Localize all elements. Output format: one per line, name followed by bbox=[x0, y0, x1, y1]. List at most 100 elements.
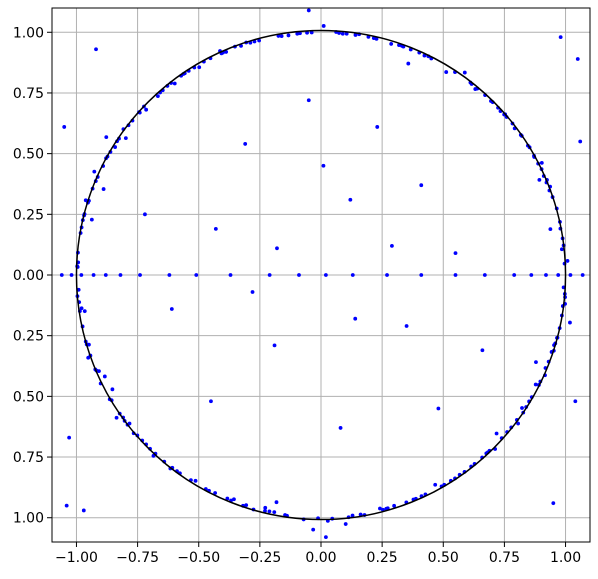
data-point bbox=[453, 251, 458, 256]
x-tick-label: 0.75 bbox=[489, 550, 520, 566]
x-tick-label: 0.25 bbox=[367, 550, 398, 566]
data-point bbox=[565, 259, 570, 263]
x-tick-label: 1.00 bbox=[550, 550, 581, 566]
data-point bbox=[406, 61, 411, 66]
y-tick-label: 0.25 bbox=[13, 207, 44, 223]
data-point bbox=[295, 31, 300, 36]
data-point bbox=[113, 145, 117, 149]
data-point bbox=[172, 81, 177, 86]
scatter-points bbox=[59, 8, 585, 540]
data-point bbox=[91, 273, 96, 277]
data-point bbox=[534, 360, 538, 365]
data-point bbox=[537, 177, 542, 182]
data-point bbox=[568, 320, 572, 325]
data-point bbox=[92, 169, 97, 174]
data-point bbox=[353, 33, 358, 37]
data-point bbox=[79, 306, 84, 311]
data-point bbox=[385, 273, 389, 277]
data-point bbox=[67, 435, 72, 440]
data-point bbox=[103, 273, 108, 277]
data-point bbox=[392, 503, 397, 508]
data-point bbox=[533, 382, 538, 387]
y-tick-label: 0.25 bbox=[13, 329, 44, 345]
data-point bbox=[558, 35, 563, 40]
x-tick-label: −0.50 bbox=[177, 550, 220, 566]
data-point bbox=[169, 307, 174, 311]
data-point bbox=[578, 139, 583, 144]
data-point bbox=[224, 50, 229, 54]
data-point bbox=[378, 506, 382, 511]
data-point bbox=[232, 497, 236, 502]
x-axis-ticks: −1.00 −0.75 −0.50 −0.25 0.00 0.25 0.50 0.75 1.00 bbox=[55, 542, 581, 566]
data-point bbox=[548, 227, 553, 232]
y-tick-label: 1.00 bbox=[13, 511, 44, 527]
data-point bbox=[375, 125, 380, 129]
data-point bbox=[59, 273, 64, 277]
data-point bbox=[389, 42, 394, 46]
data-point bbox=[144, 107, 149, 112]
data-point bbox=[551, 501, 556, 506]
data-point bbox=[573, 399, 578, 404]
data-point bbox=[453, 273, 458, 277]
y-tick-label: 1.00 bbox=[13, 25, 44, 41]
y-tick-label: 0.00 bbox=[13, 268, 44, 284]
data-point bbox=[272, 343, 277, 348]
data-point bbox=[344, 31, 349, 36]
data-point bbox=[250, 290, 255, 294]
data-point bbox=[309, 30, 314, 35]
data-point bbox=[462, 70, 467, 75]
data-point bbox=[480, 348, 485, 353]
reference-circle bbox=[75, 29, 567, 521]
data-point bbox=[286, 33, 291, 38]
data-point bbox=[81, 508, 86, 513]
data-point bbox=[580, 273, 585, 277]
data-point bbox=[340, 31, 345, 36]
data-point bbox=[404, 324, 409, 328]
data-point bbox=[69, 273, 74, 277]
data-point bbox=[353, 316, 358, 321]
data-point bbox=[494, 431, 499, 436]
data-point bbox=[323, 273, 328, 277]
data-point bbox=[306, 8, 311, 13]
data-point bbox=[101, 187, 106, 191]
data-point bbox=[512, 273, 517, 277]
x-tick-label: 0.00 bbox=[305, 550, 336, 566]
data-point bbox=[228, 273, 233, 277]
data-point bbox=[194, 273, 199, 277]
data-point bbox=[274, 500, 279, 505]
data-point bbox=[390, 243, 394, 248]
data-point bbox=[311, 527, 316, 532]
data-point bbox=[321, 163, 326, 168]
data-point bbox=[197, 65, 202, 70]
data-point bbox=[143, 212, 147, 217]
data-point bbox=[118, 273, 123, 277]
x-tick-label: 0.50 bbox=[428, 550, 459, 566]
data-point bbox=[338, 426, 343, 430]
data-point bbox=[419, 273, 424, 277]
data-point bbox=[104, 135, 109, 140]
x-tick-label: −1.00 bbox=[55, 550, 98, 566]
data-point bbox=[79, 273, 84, 277]
data-point bbox=[433, 482, 438, 487]
data-point bbox=[275, 246, 279, 251]
data-point bbox=[297, 273, 301, 277]
data-point bbox=[482, 273, 487, 277]
grid-lines bbox=[52, 8, 590, 542]
data-point bbox=[323, 535, 328, 540]
data-point bbox=[348, 197, 353, 202]
data-point bbox=[529, 273, 534, 277]
data-point bbox=[83, 198, 88, 203]
y-tick-label: 0.75 bbox=[13, 450, 44, 466]
data-point bbox=[559, 247, 564, 252]
data-point bbox=[82, 309, 87, 314]
data-point bbox=[272, 510, 277, 515]
data-point bbox=[257, 38, 262, 43]
data-point bbox=[337, 31, 341, 35]
y-axis-ticks: 1.00 0.75 0.50 0.25 0.00 0.25 0.50 0.75 1.00 bbox=[13, 25, 52, 527]
data-point bbox=[62, 125, 67, 129]
data-point bbox=[575, 57, 580, 61]
data-point bbox=[225, 496, 230, 501]
data-point bbox=[321, 24, 326, 28]
y-tick-label: 0.50 bbox=[13, 389, 44, 405]
